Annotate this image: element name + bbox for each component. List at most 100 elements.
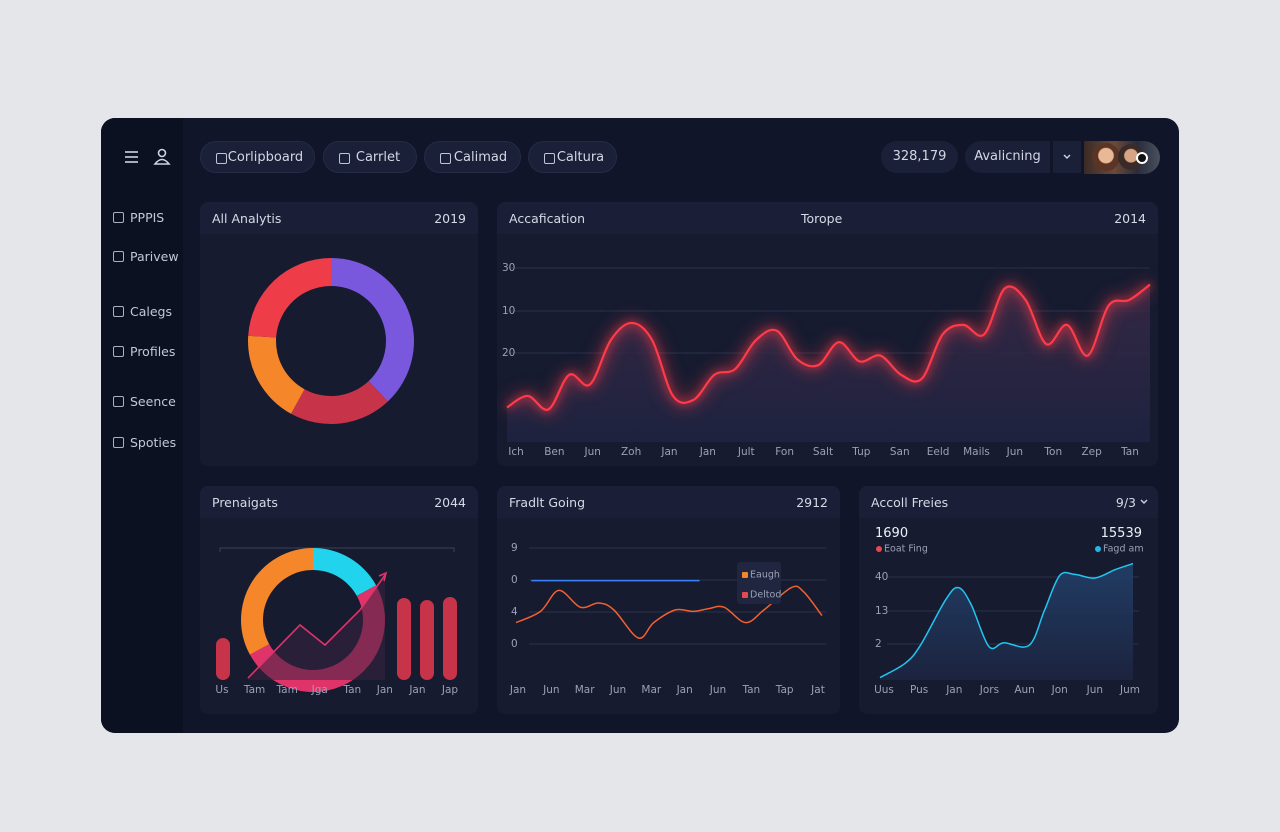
tab-icon: [440, 153, 451, 164]
x-tick-label: Tup: [851, 446, 870, 458]
badge-chevron: [1140, 499, 1148, 504]
x-tick-label: Tan: [1120, 446, 1139, 458]
x-tick-label: Mar: [575, 684, 595, 696]
stat-value: 1690: [875, 526, 909, 541]
panel-title: Accoll Freies: [871, 495, 949, 510]
panel-badge: 2044: [434, 495, 466, 510]
sidebar-item[interactable]: Parivew: [113, 249, 179, 264]
x-tick-label: Tan: [342, 684, 361, 696]
sidebar-item[interactable]: Seence: [113, 394, 176, 409]
panel-chart: 40 13 2 Uus Pus Jan Jors Aun Jon Jun Jum Eoat Fing F…: [874, 544, 1144, 697]
donut-segment: [331, 258, 414, 402]
bracket-line: [219, 547, 455, 552]
x-tick-label: Tam: [275, 684, 297, 696]
panel-title: All Analytis: [212, 211, 282, 226]
x-tick-label: Salt: [813, 446, 833, 458]
legend-label: Fagd am: [1103, 544, 1144, 555]
legend-swatch: [1095, 546, 1101, 552]
x-tick-label: Jan: [376, 684, 393, 696]
legend-swatch: [876, 546, 882, 552]
sidebar-item[interactable]: PPPIS: [113, 210, 164, 225]
y-tick-label: 0: [511, 574, 518, 586]
nav-tab[interactable]: Calimad: [424, 141, 521, 173]
arrow-head: [378, 571, 388, 582]
donut-segment: [248, 335, 305, 414]
x-tick-label: Uus: [874, 684, 894, 696]
y-tick-label: 9: [511, 542, 518, 554]
avatar-group[interactable]: [1084, 141, 1160, 174]
menu-chevron[interactable]: [1053, 141, 1081, 173]
panel-badge[interactable]: 9/3: [1115, 495, 1136, 510]
panel-badge: 2014: [1114, 211, 1146, 226]
x-tick-label: Jun: [1006, 446, 1023, 458]
x-tick-label: Ben: [544, 446, 564, 458]
bar: [443, 597, 457, 680]
x-tick-label: Eeld: [927, 446, 950, 458]
x-tick-label: Aun: [1014, 684, 1035, 696]
panel-chart: 30 10 20 Ich Ben Jun Zoh Jan Jan Jult Fon Salt Tup Sa…: [502, 262, 1151, 458]
menu-pill[interactable]: Avalicning: [965, 141, 1050, 173]
panel-badge: 2912: [796, 495, 828, 510]
tab-icon: [339, 153, 350, 164]
x-tick-label: Tam: [243, 684, 265, 696]
panel: Accafication Torope 2014 30 10 20 Ich Ben Jun Zoh…: [497, 202, 1158, 466]
line-series: [247, 574, 386, 679]
nav-tab[interactable]: Caltura: [528, 141, 617, 173]
x-tick-label: Fon: [775, 446, 794, 458]
legend-label: Eaugh: [750, 570, 780, 581]
x-tick-label: Jan: [945, 684, 962, 696]
x-tick-label: Jon: [1051, 684, 1068, 696]
area-fill: [248, 575, 385, 680]
chevron: [1140, 499, 1148, 504]
x-tick-label: Jun: [1086, 684, 1103, 696]
y-tick-label: 13: [875, 605, 888, 617]
panel-badge: 2019: [434, 211, 466, 226]
x-tick-label: Jan: [408, 684, 425, 696]
area-fill: [507, 284, 1150, 442]
panel-title: Accafication: [509, 211, 586, 226]
x-tick-label: Jan: [676, 684, 693, 696]
panel-chart: [248, 258, 414, 424]
x-tick-label: Jult: [737, 446, 755, 458]
y-tick-label: 40: [875, 571, 888, 583]
x-tick-label: Jors: [979, 684, 999, 696]
panel-chart: Us Tam Tam Jga Tan Jan Jan Jap: [215, 547, 458, 696]
panel: Prenaigats 2044 Us Tam Tam Jga Tan Jan Jan Jap: [200, 486, 478, 714]
panel-chart: 9 0 4 0 Jan Jun Mar Jun Mar Jan Jun Tan Tap Jat Eaugh D…: [509, 542, 827, 696]
x-tick-label: Tan: [741, 684, 760, 696]
nav-tab[interactable]: Carrlet: [323, 141, 417, 173]
panel-header: [859, 486, 1158, 518]
y-tick-label: 10: [502, 305, 515, 317]
tab-icon: [544, 153, 555, 164]
sidebar-item[interactable]: Profiles: [113, 344, 175, 359]
panel-title: Prenaigats: [212, 495, 278, 510]
panel-title: Fradlt Going: [509, 495, 586, 510]
stat-pill: 328,179: [881, 141, 958, 173]
line-series: [879, 562, 1134, 679]
legend-swatch: [742, 592, 748, 598]
donut-segment: [248, 258, 331, 338]
line-series: [506, 283, 1151, 411]
x-tick-label: Jga: [311, 684, 328, 696]
legend-label: Deltod: [750, 590, 781, 601]
donut-segment: [241, 548, 313, 655]
legend-label: Eoat Fing: [884, 544, 928, 555]
donut-segment: [291, 381, 388, 424]
x-tick-label: Jun: [609, 684, 626, 696]
panel: Fradlt Going 2912 9 0 4 0 Jan Jun Mar Jun Mar Jan Ju…: [497, 486, 840, 714]
y-tick-label: 20: [502, 347, 515, 359]
x-tick-label: Mails: [963, 446, 990, 458]
nav-tab[interactable]: Corlipboard: [200, 141, 315, 173]
x-tick-label: Jan: [660, 446, 677, 458]
panel-header: [497, 202, 1158, 234]
x-tick-label: Ich: [508, 446, 524, 458]
y-tick-label: 4: [511, 606, 518, 618]
x-tick-label: Zep: [1081, 446, 1102, 458]
x-tick-label: Jum: [1119, 684, 1140, 696]
sidebar-item[interactable]: Spoties: [113, 435, 176, 450]
panel-header: [497, 486, 840, 518]
sidebar-item[interactable]: Calegs: [113, 304, 172, 319]
x-tick-label: Zoh: [621, 446, 641, 458]
bar: [397, 598, 411, 680]
y-tick-label: 2: [875, 638, 882, 650]
